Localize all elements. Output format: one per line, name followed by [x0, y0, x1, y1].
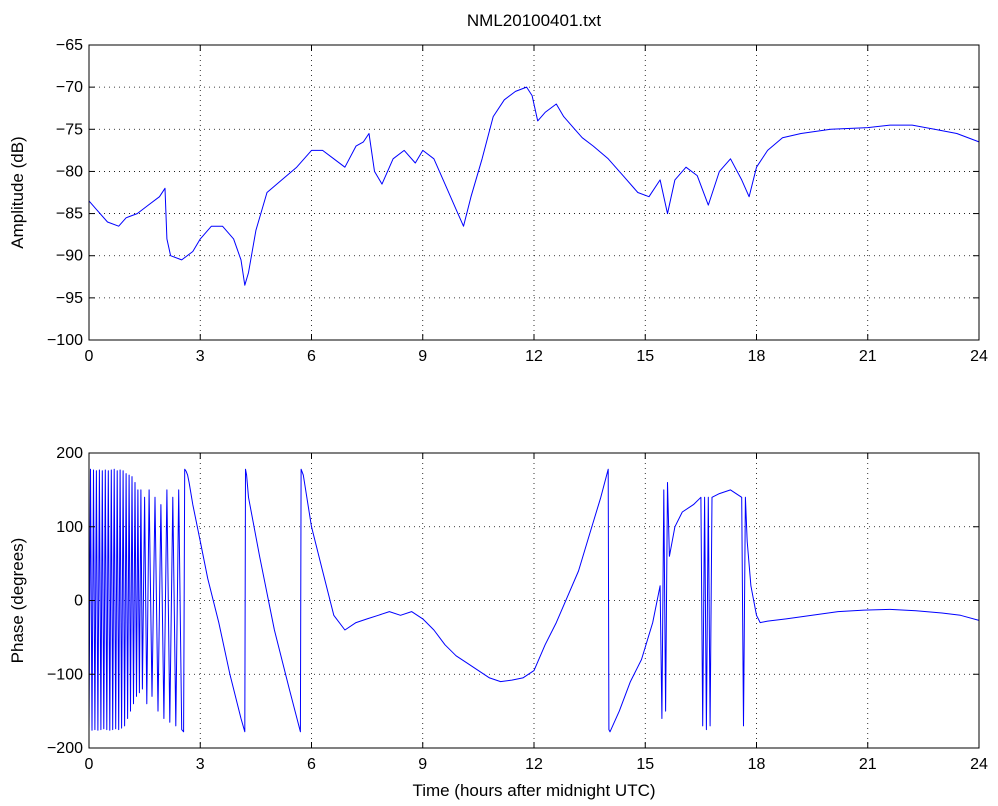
amplitude-y-tick-label: −95	[56, 290, 83, 307]
amplitude-y-tick-label: −80	[56, 163, 83, 180]
phase-panel: 0 3 6 9 12 15 18 21 24 −200 −100 0 100 200 Phase (degr…	[8, 445, 988, 800]
phase-x-tick-label: 24	[970, 756, 988, 773]
amplitude-y-tick-label: −70	[56, 79, 83, 96]
phase-y-axis-label: Phase (degrees)	[8, 538, 27, 664]
amplitude-y-tick-label: −65	[56, 37, 83, 54]
phase-x-tick-label: 21	[859, 756, 877, 773]
phase-x-tick-label: 6	[307, 756, 316, 773]
amplitude-panel: 0 3 6 9 12 15 18 21 24 −100 −95 −90 −85 −80 −75 −70 −65 A…	[8, 37, 988, 365]
chart-title: NML20100401.txt	[467, 11, 601, 30]
amplitude-y-axis-label: Amplitude (dB)	[8, 136, 27, 248]
amplitude-x-tick-label: 18	[748, 348, 766, 365]
amplitude-y-tick-label: −100	[47, 332, 83, 349]
amplitude-x-tick-label: 6	[307, 348, 316, 365]
phase-y-tick-label: −200	[47, 740, 83, 757]
amplitude-series-line	[88, 86, 980, 286]
amplitude-y-tick-label: −75	[56, 121, 83, 138]
amplitude-y-tick-label: −85	[56, 206, 83, 223]
phase-y-tick-label: 0	[74, 593, 83, 610]
phase-y-tick-label: −100	[47, 666, 83, 683]
amplitude-x-tick-label: 9	[418, 348, 427, 365]
amplitude-x-tick-label: 21	[859, 348, 877, 365]
amplitude-x-tick-label: 24	[970, 348, 988, 365]
phase-series-line	[88, 468, 980, 733]
phase-x-tick-label: 18	[748, 756, 766, 773]
phase-y-tick-label: 200	[56, 445, 83, 462]
amplitude-x-tick-label: 15	[636, 348, 654, 365]
phase-x-tick-label: 0	[85, 756, 94, 773]
amplitude-x-tick-label: 3	[196, 348, 205, 365]
amplitude-x-tick-label: 0	[85, 348, 94, 365]
phase-x-axis-label: Time (hours after midnight UTC)	[412, 781, 655, 800]
phase-y-tick-label: 100	[56, 519, 83, 536]
amplitude-x-tick-label: 12	[525, 348, 543, 365]
phase-x-tick-label: 12	[525, 756, 543, 773]
amplitude-y-tick-label: −90	[56, 248, 83, 265]
phase-x-tick-label: 9	[418, 756, 427, 773]
phase-x-tick-label: 15	[636, 756, 654, 773]
phase-x-tick-label: 3	[196, 756, 205, 773]
